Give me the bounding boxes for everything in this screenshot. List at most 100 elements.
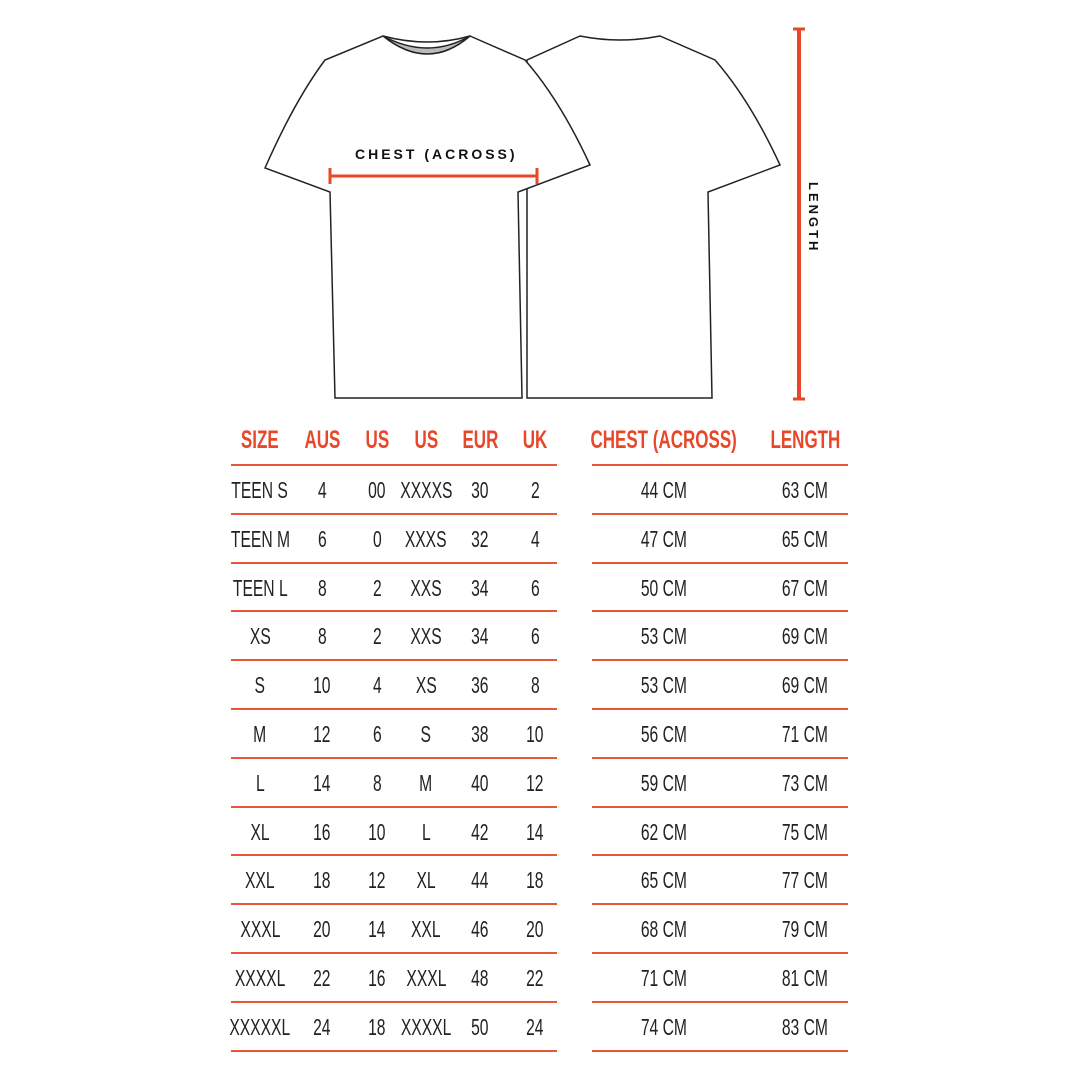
measure-cell: 56 CM [544,720,784,748]
row-divider [592,854,848,856]
size-cell: 10 [475,720,595,748]
size-cell: 14 [475,818,595,846]
measure-cell: 67 CM [685,574,925,602]
size-cell-text: 36 [471,672,489,698]
measure-cell: 68 CM [544,915,784,943]
size-header-text: UK [522,426,548,454]
size-cell-text: 10 [526,721,544,747]
measure-cell-text: 53 CM [640,623,688,649]
size-cell-text: 20 [313,916,331,942]
size-cell-text: TEEN M [230,526,290,552]
row-divider [592,1001,848,1003]
measure-cell: 77 CM [685,866,925,894]
measure-cell: 74 CM [544,1013,784,1041]
size-cell: XXL [200,866,320,894]
row-divider [592,903,848,905]
size-cell-text: XXXXL [234,965,286,991]
size-cell-text: 4 [317,477,327,503]
size-cell-text: XXXL [405,965,446,991]
size-cell-text: 12 [368,867,386,893]
size-cell-text: 6 [372,721,382,747]
measure-header-text: LENGTH [770,426,840,454]
size-cell: 12 [475,769,595,797]
size-cell: XXXXL [200,964,320,992]
size-header: US [366,426,486,454]
size-cell-text: XXXXS [399,477,453,503]
size-cell-text: XS [415,672,437,698]
size-cell: XL [200,818,320,846]
size-cell-text: 2 [530,477,540,503]
row-divider [231,562,557,564]
size-cell-text: 12 [526,770,544,796]
measure-cell: 62 CM [544,818,784,846]
size-cell-text: XL [250,819,270,845]
size-cell-text: 18 [526,867,544,893]
size-cell: M [200,720,320,748]
tshirt-back [526,35,782,399]
row-divider [592,952,848,954]
size-cell: XS [366,671,486,699]
measure-cell: 69 CM [685,671,925,699]
measure-cell: 44 CM [544,476,784,504]
measure-cell-text: 62 CM [640,819,688,845]
measure-cell: 83 CM [685,1013,925,1041]
size-cell: 14 [262,769,382,797]
size-cell-text: 6 [530,623,540,649]
size-cell: 12 [317,866,437,894]
measure-cell: 71 CM [685,720,925,748]
measure-cell: 53 CM [544,671,784,699]
size-cell: 8 [262,574,382,602]
chest-label: CHEST (ACROSS) [355,146,518,162]
size-cell-text: 32 [471,526,489,552]
size-cell-text: XXXXL [400,1014,452,1040]
size-cell-text: 14 [313,770,331,796]
measure-cell-text: 81 CM [781,965,829,991]
size-cell-text: XXXL [239,916,280,942]
size-cell-text: 24 [526,1014,544,1040]
size-cell-text: L [255,770,265,796]
size-cell: 20 [475,915,595,943]
size-cell-text: 34 [471,575,489,601]
size-cell-text: 22 [526,965,544,991]
size-cell: 20 [262,915,382,943]
size-header-text: AUS [304,426,340,454]
size-cell: 46 [420,915,540,943]
size-cell-text: 20 [526,916,544,942]
size-cell: 22 [262,964,382,992]
measure-cell-text: 74 CM [640,1014,688,1040]
chest-measure-line [328,168,539,184]
size-cell-text: M [253,721,267,747]
size-cell: XXS [366,574,486,602]
size-cell-text: XXL [245,867,275,893]
length-label: LENGTH [806,182,821,254]
row-divider [231,1001,557,1003]
size-cell-text: XXXXXL [229,1014,291,1040]
measure-cell: 65 CM [685,525,925,553]
row-divider [231,464,557,466]
size-cell: 4 [317,671,437,699]
row-divider [231,1050,557,1052]
row-divider [592,464,848,466]
size-cell: 6 [475,574,595,602]
measure-cell-text: 56 CM [640,721,688,747]
size-cell: 34 [420,622,540,650]
tshirt-collar [382,35,471,55]
size-cell-text: XS [249,623,271,649]
size-cell: XS [200,622,320,650]
measure-cell-text: 69 CM [781,623,829,649]
size-cell: 50 [420,1013,540,1041]
size-cell: 14 [317,915,437,943]
row-divider [231,513,557,515]
size-cell: 18 [317,1013,437,1041]
size-cell: 16 [262,818,382,846]
measure-header: LENGTH [685,426,925,454]
size-cell-text: XXXS [405,526,447,552]
measure-cell-text: 67 CM [781,575,829,601]
size-cell: TEEN S [200,476,320,504]
size-cell: 10 [262,671,382,699]
measure-cell: 50 CM [544,574,784,602]
size-header: EUR [420,426,540,454]
size-cell: TEEN L [200,574,320,602]
size-cell: 40 [420,769,540,797]
measure-cell-text: 83 CM [781,1014,829,1040]
